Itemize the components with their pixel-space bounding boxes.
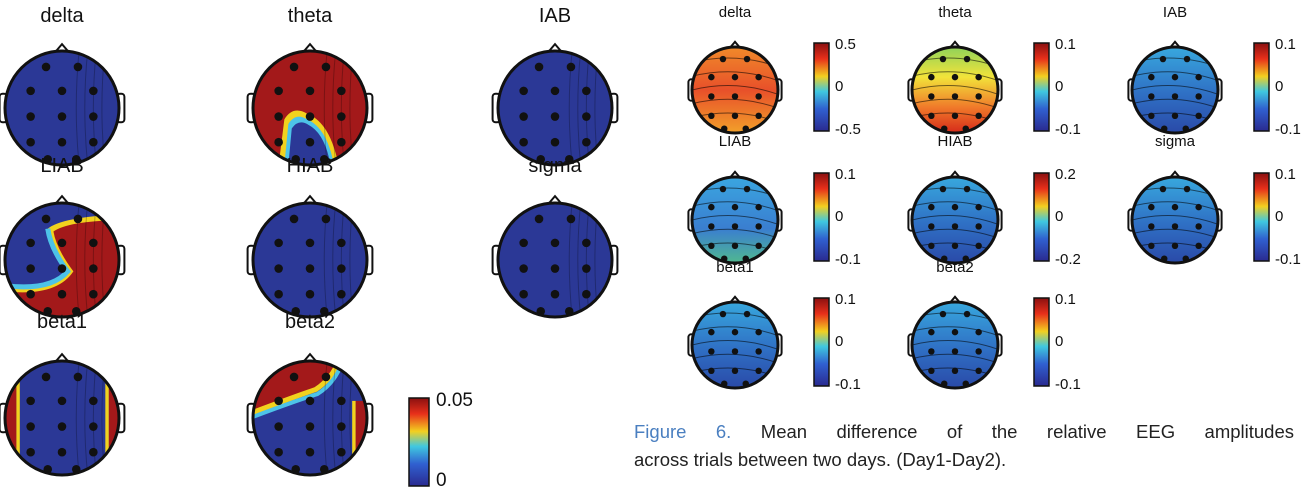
map-title-delta: delta: [40, 5, 84, 27]
colorbar-right-liab: [813, 172, 830, 262]
colorbar-right-top: 0.5: [835, 36, 856, 53]
colorbar-right-beta1: [813, 297, 830, 387]
map-title-right-iab: IAB: [1162, 4, 1188, 21]
topomap-right-hiab: [907, 170, 1003, 265]
colorbar-right-mid: 0: [1275, 78, 1284, 95]
topomap-right-delta: [687, 40, 783, 135]
topomap-left-theta: [246, 42, 374, 167]
colorbar-right-mid: 0: [835, 78, 844, 95]
map-title-right-beta1: beta1: [716, 259, 754, 276]
colorbar-right-sigma: [1253, 172, 1270, 262]
colorbar-right-bot: -0.1: [1275, 121, 1301, 138]
colorbar-right-top: 0.1: [835, 291, 856, 308]
figure-caption: Figure 6. Mean difference of the relativ…: [634, 418, 1294, 474]
map-title-right-sigma: sigma: [1154, 133, 1196, 150]
map-title-theta: theta: [287, 5, 333, 27]
caption-text-line2: across trials between two days. (Day1-Da…: [634, 449, 1007, 470]
topomap-left-iab: [491, 42, 619, 167]
colorbar-left-max: 0.05: [436, 390, 473, 411]
topomap-right-iab: [1127, 40, 1223, 135]
topomap-left-hiab: [246, 194, 374, 319]
colorbar-right-bot: -0.1: [835, 376, 861, 393]
topomap-right-theta: [907, 40, 1003, 135]
topomap-left-delta: [0, 42, 126, 167]
colorbar-right-top: 0.2: [1055, 166, 1076, 183]
colorbar-right-top: 0.1: [835, 166, 856, 183]
map-title-right-delta: delta: [718, 4, 752, 21]
colorbar-right-bot: -0.5: [835, 121, 861, 138]
colorbar-right-mid: 0: [1275, 208, 1284, 225]
map-title-beta1: beta1: [36, 311, 88, 333]
colorbar-right-mid: 0: [835, 208, 844, 225]
colorbar-right-mid: 0: [1055, 333, 1064, 350]
colorbar-right-bot: -0.1: [1055, 121, 1081, 138]
topomap-right-beta1: [687, 295, 783, 390]
colorbar-right-bot: -0.1: [1275, 251, 1301, 268]
topomap-left-sigma: [491, 194, 619, 319]
colorbar-right-delta: [813, 42, 830, 132]
caption-text-line1: Mean difference of the relative EEG ampl…: [760, 421, 1294, 442]
topomap-right-liab: [687, 170, 783, 265]
topomap-left-liab: [0, 194, 126, 319]
colorbar-left: [408, 397, 430, 487]
colorbar-right-top: 0.1: [1055, 291, 1076, 308]
map-title-sigma: sigma: [528, 155, 582, 177]
colorbar-right-bot: -0.1: [1055, 376, 1081, 393]
colorbar-right-mid: 0: [1055, 208, 1064, 225]
map-title-hiab: HIAB: [286, 155, 334, 177]
colorbar-right-beta2: [1033, 297, 1050, 387]
colorbar-right-top: 0.1: [1275, 36, 1296, 53]
colorbar-right-iab: [1253, 42, 1270, 132]
map-title-right-theta: theta: [938, 4, 972, 21]
map-title-liab: LIAB: [40, 155, 84, 177]
topomap-right-sigma: [1127, 170, 1223, 265]
colorbar-right-top: 0.1: [1275, 166, 1296, 183]
topomap-right-beta2: [907, 295, 1003, 390]
colorbar-right-top: 0.1: [1055, 36, 1076, 53]
map-title-right-beta2: beta2: [936, 259, 974, 276]
colorbar-right-mid: 0: [835, 333, 844, 350]
colorbar-left-min: 0: [436, 470, 447, 491]
colorbar-right-hiab: [1033, 172, 1050, 262]
colorbar-right-bot: -0.2: [1055, 251, 1081, 268]
map-title-beta2: beta2: [284, 311, 336, 333]
map-title-right-liab: LIAB: [718, 133, 752, 150]
colorbar-right-mid: 0: [1055, 78, 1064, 95]
map-title-iab: IAB: [538, 5, 572, 27]
colorbar-right-theta: [1033, 42, 1050, 132]
map-title-right-hiab: HIAB: [937, 133, 973, 150]
topomap-left-beta2: [246, 352, 374, 477]
colorbar-right-bot: -0.1: [835, 251, 861, 268]
caption-label: Figure 6.: [634, 421, 732, 442]
topomap-left-beta1: [0, 352, 126, 477]
